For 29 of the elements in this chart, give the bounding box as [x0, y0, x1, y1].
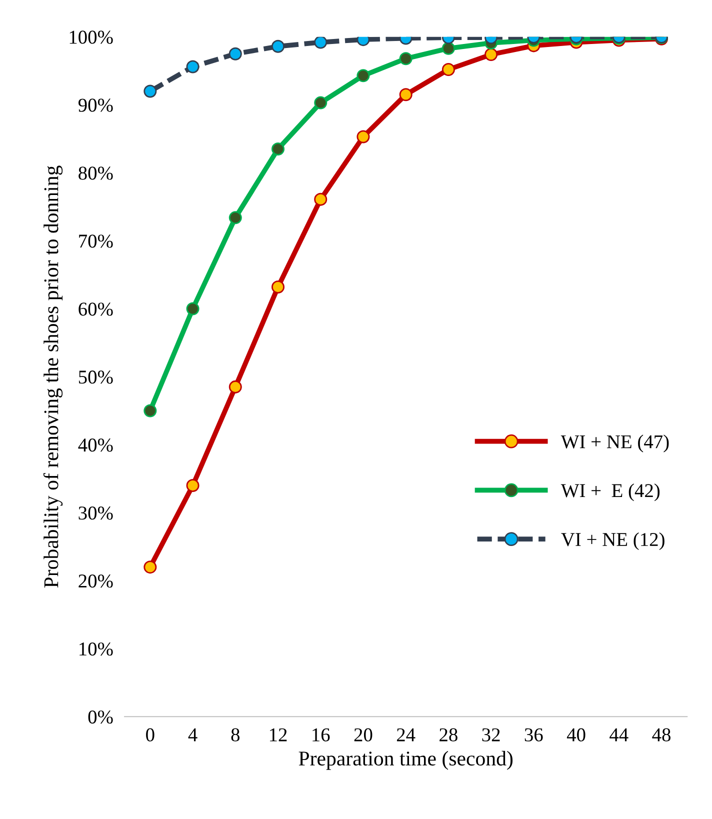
y-tick-label: 80%	[78, 166, 113, 180]
legend-label: WI + E (42)	[560, 484, 660, 502]
x-tick-label: 40	[566, 728, 586, 742]
x-tick-label: 20	[354, 728, 372, 742]
y-tick-label: 10%	[80, 642, 113, 656]
y-axis-title: Probability of removing the shoes prior to donning	[43, 166, 63, 588]
y-tick-label: 100%	[70, 30, 113, 44]
x-tick-label: 28	[440, 728, 458, 742]
legend-label: VI + NE (12)	[561, 532, 664, 550]
y-tick-label: 70%	[79, 234, 113, 248]
x-tick-label: 44	[610, 728, 628, 742]
y-tick-label: 90%	[78, 98, 113, 112]
legend-label: WI + NE (47)	[560, 434, 669, 452]
x-tick-label: 8	[231, 728, 240, 742]
x-tick-label: 4	[188, 728, 198, 742]
x-tick-label: 32	[482, 728, 500, 742]
y-tick-label: 40%	[78, 438, 113, 452]
y-tick-label: 0%	[88, 710, 113, 724]
y-tick-label: 30%	[78, 506, 113, 520]
x-tick-label: 24	[396, 728, 416, 742]
x-tick-label: 0	[146, 728, 154, 742]
y-tick-label: 50%	[78, 370, 113, 384]
x-tick-label: 48	[652, 728, 670, 742]
x-tick-label: 12	[270, 728, 287, 742]
x-tick-label: 36	[524, 728, 543, 742]
y-tick-label: 20%	[78, 574, 113, 588]
x-tick-label: 16	[312, 728, 330, 742]
x-axis-title: Preparation time (second)	[298, 750, 513, 770]
y-tick-label: 60%	[78, 302, 113, 316]
